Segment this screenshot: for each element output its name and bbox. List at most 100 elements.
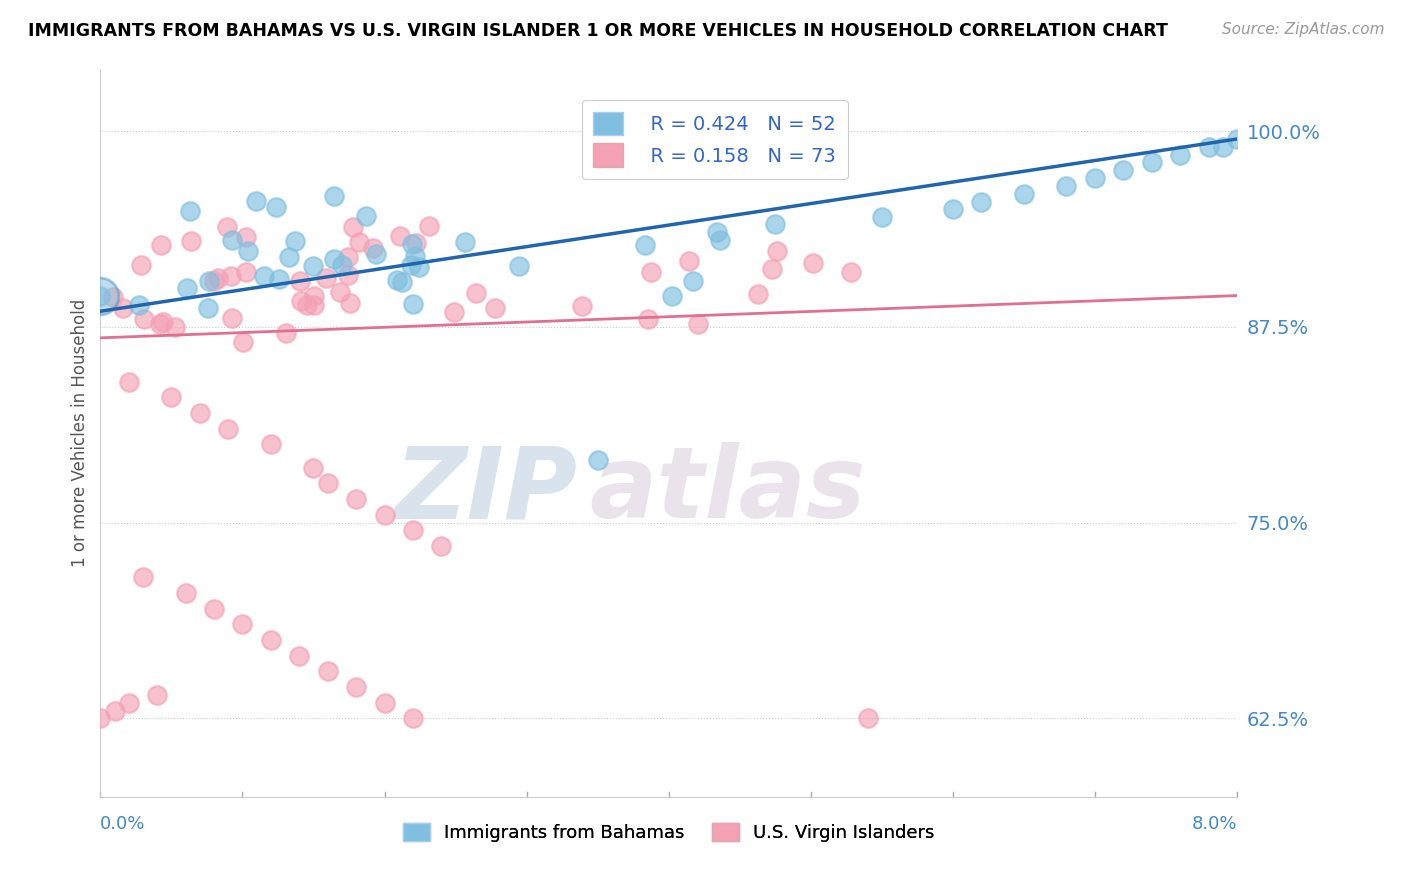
Point [453,235,475,250]
Point [202,601,225,615]
Point [389,229,412,244]
Point [322,188,344,202]
Point [373,696,395,710]
Point [682,273,704,287]
Text: Source: ZipAtlas.com: Source: ZipAtlas.com [1222,22,1385,37]
Text: atlas: atlas [589,442,866,540]
Point [146,688,169,702]
Point [484,301,506,315]
Y-axis label: 1 or more Vehicles in Household: 1 or more Vehicles in Household [72,299,89,566]
Point [301,259,323,273]
Point [373,508,395,522]
Point [1112,163,1135,178]
Point [111,301,134,316]
Point [1056,178,1078,193]
Legend: Immigrants from Bahamas, U.S. Virgin Islanders: Immigrants from Bahamas, U.S. Virgin Isl… [395,816,942,849]
Point [709,233,731,247]
Point [337,250,360,264]
Point [304,298,326,312]
Point [430,539,453,553]
Point [328,285,350,300]
Point [221,233,243,247]
Point [118,696,141,710]
Text: IMMIGRANTS FROM BAHAMAS VS U.S. VIRGIN ISLANDER 1 OR MORE VEHICLES IN HOUSEHOLD : IMMIGRANTS FROM BAHAMAS VS U.S. VIRGIN I… [28,22,1168,40]
Point [134,311,156,326]
Text: 0.0%: 0.0% [100,815,146,833]
Point [179,203,201,218]
Point [207,270,229,285]
Point [1140,155,1163,169]
Point [302,460,325,475]
Point [176,281,198,295]
Point [316,665,339,679]
Point [284,234,307,248]
Point [118,375,141,389]
Point [443,305,465,319]
Text: ZIP: ZIP [395,442,578,540]
Point [391,275,413,289]
Point [1084,171,1107,186]
Point [465,286,488,301]
Point [361,241,384,255]
Point [202,275,225,289]
Point [235,265,257,279]
Point [349,235,371,250]
Point [856,711,879,725]
Point [344,680,367,694]
Text: 8.0%: 8.0% [1191,815,1237,833]
Point [149,238,172,252]
Point [302,289,325,303]
Point [418,219,440,234]
Point [330,258,353,272]
Point [316,476,339,491]
Point [197,274,219,288]
Point [274,326,297,341]
Point [160,390,183,404]
Point [402,711,425,725]
Point [401,236,423,251]
Point [1168,147,1191,161]
Point [1212,140,1234,154]
Point [232,335,254,350]
Point [217,422,239,436]
Point [215,220,238,235]
Point [686,318,709,332]
Point [342,220,364,235]
Point [747,286,769,301]
Point [1012,186,1035,201]
Point [402,524,425,538]
Point [188,406,211,420]
Point [970,194,993,209]
Point [260,633,283,648]
Point [277,250,299,264]
Point [236,244,259,258]
Point [128,297,150,311]
Point [253,269,276,284]
Point [290,274,312,288]
Point [364,247,387,261]
Point [706,225,728,239]
Point [231,617,253,632]
Point [640,265,662,279]
Point [260,437,283,451]
Point [408,260,430,274]
Point [89,711,111,725]
Point [149,317,172,331]
Point [322,252,344,266]
Point [103,704,125,718]
Point [1226,132,1249,146]
Point [235,229,257,244]
Point [801,256,824,270]
Point [221,269,243,284]
Point [839,265,862,279]
Point [399,258,422,272]
Point [870,211,893,225]
Point [356,209,378,223]
Point [339,295,361,310]
Point [245,194,267,208]
Point [344,492,367,507]
Point [174,586,197,600]
Point [385,273,408,287]
Point [405,236,427,251]
Point [678,254,700,268]
